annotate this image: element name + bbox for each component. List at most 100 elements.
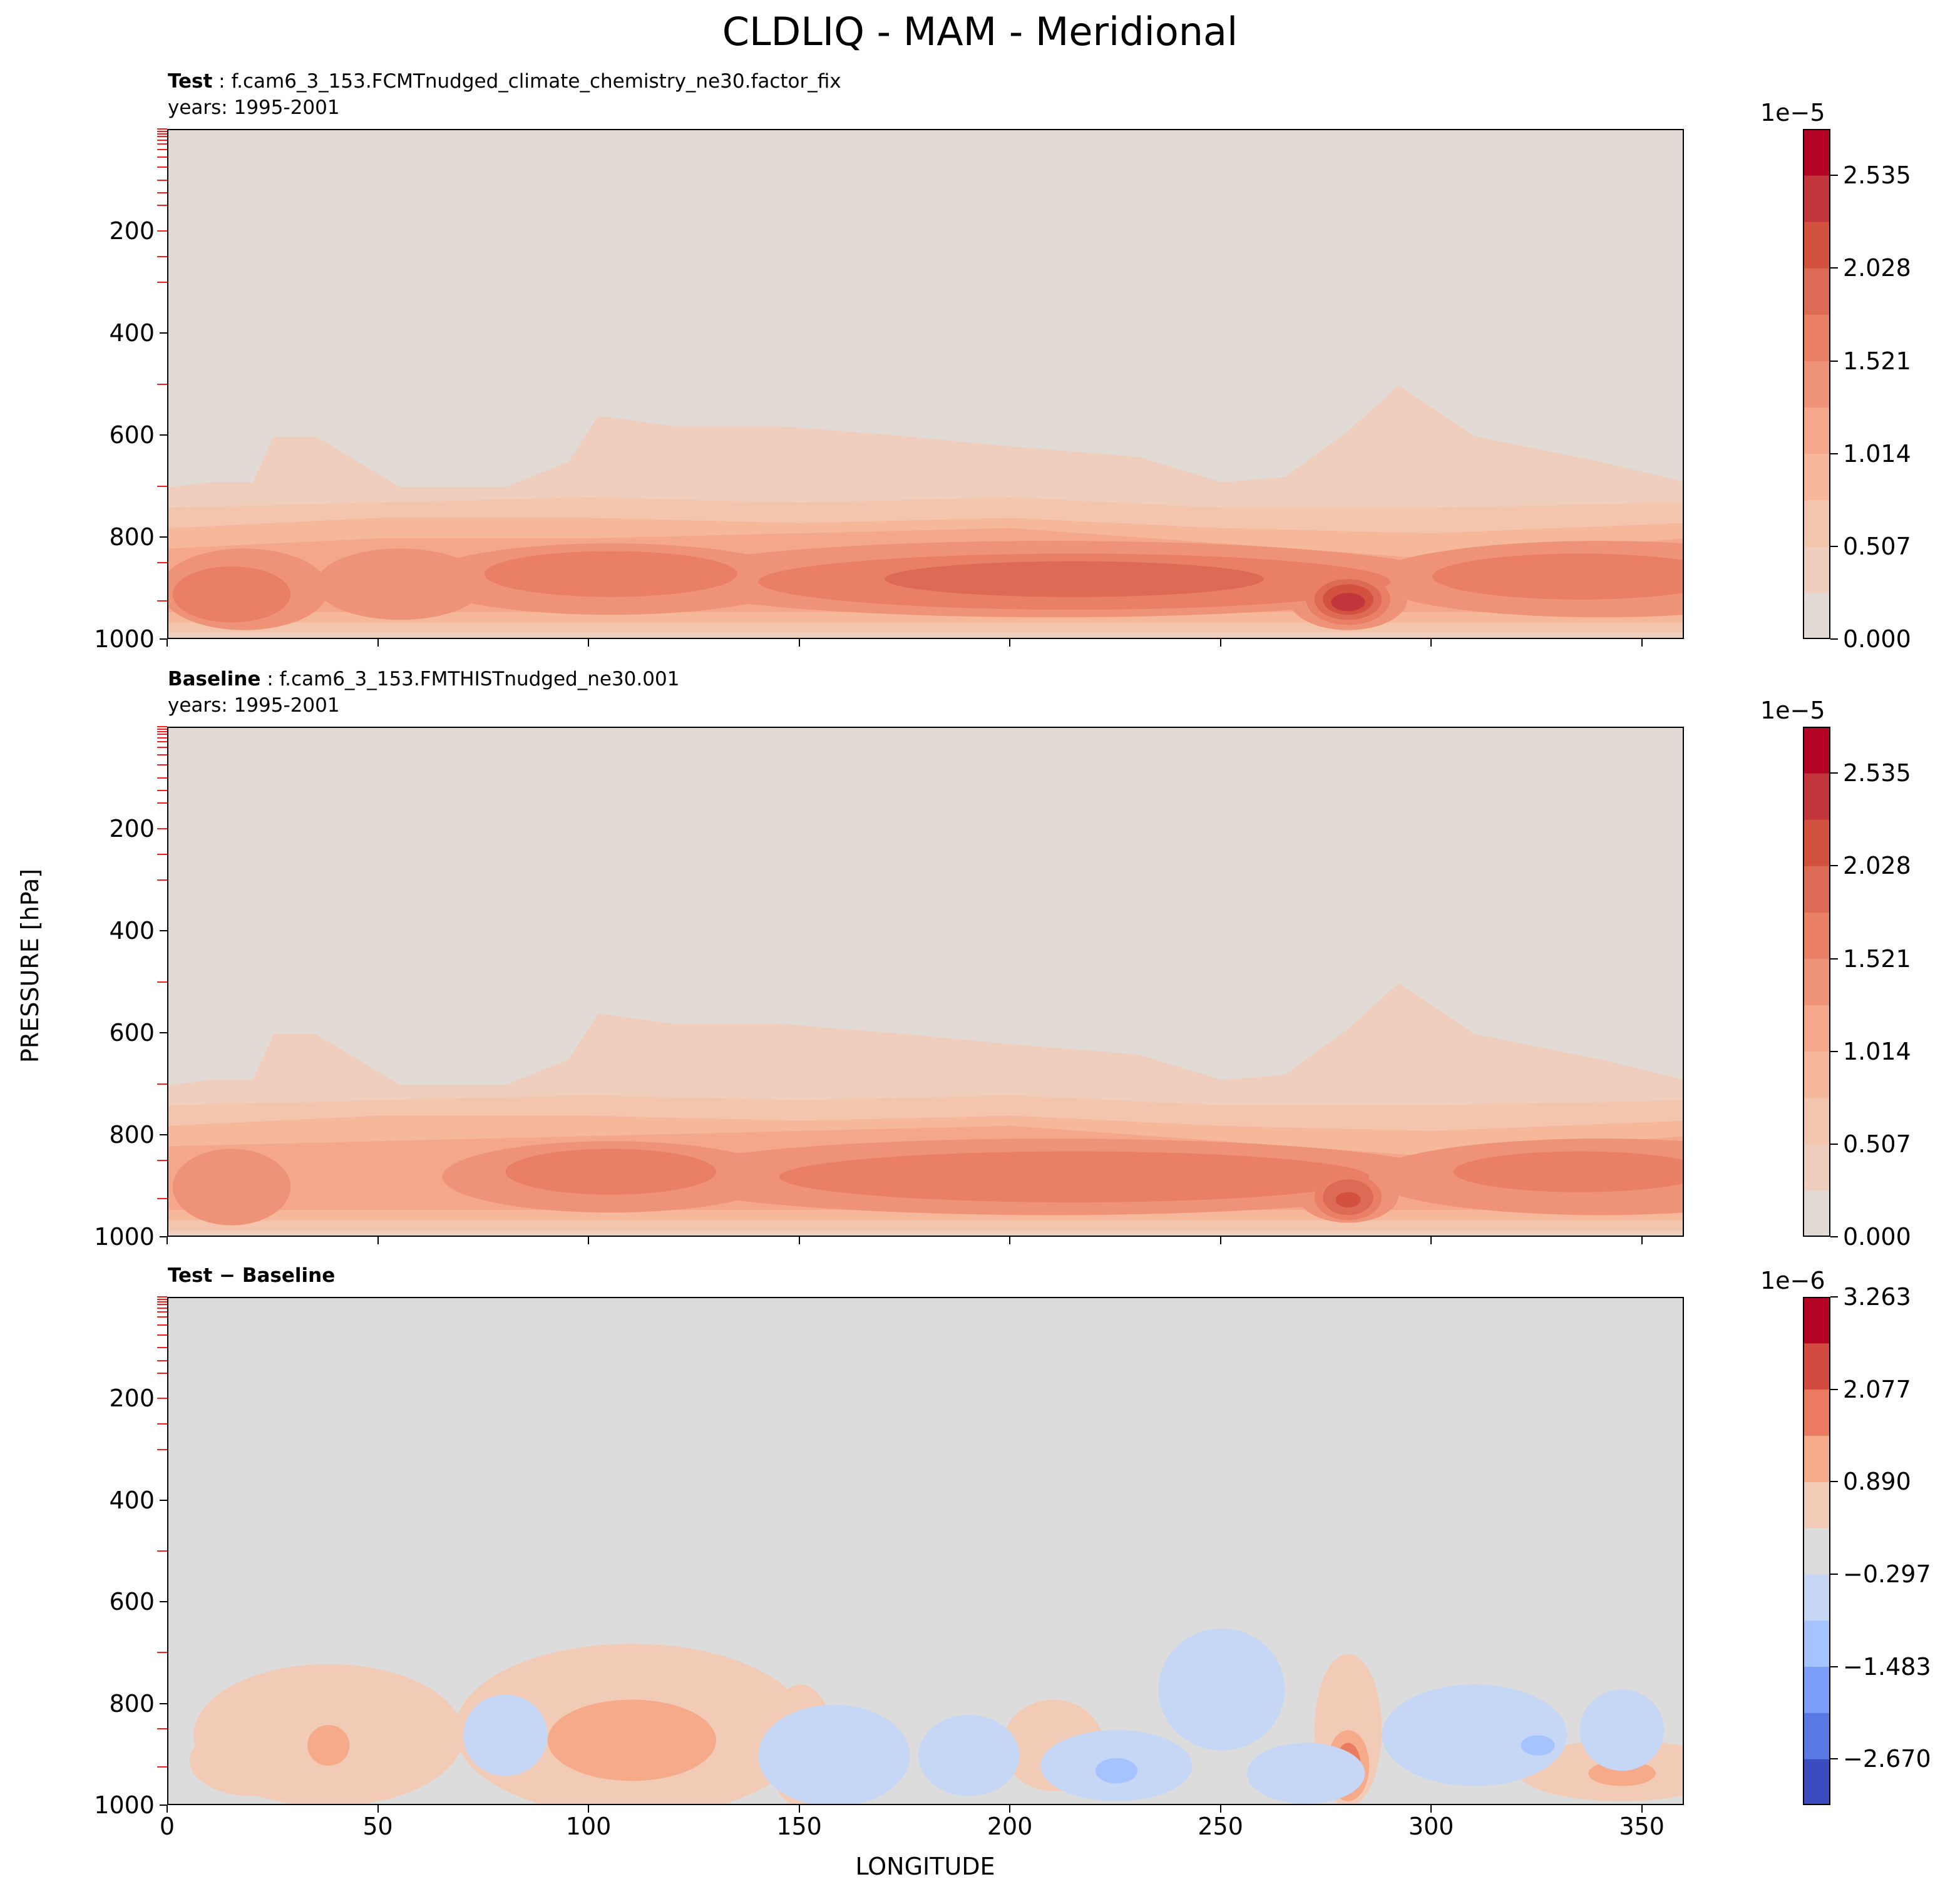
baseline-colorbar-segment [1803, 1005, 1830, 1052]
model-level-tick [157, 1652, 167, 1654]
difference-contour-blob [1579, 1689, 1665, 1771]
colorbar-tick [1830, 1481, 1838, 1483]
model-level-tick [157, 1159, 167, 1161]
test-colorbar-segment [1803, 499, 1830, 547]
model-level-tick [157, 737, 167, 739]
baseline-colorbar-segment [1803, 1190, 1830, 1237]
model-level-tick [157, 139, 167, 141]
difference-colorbar-segment [1803, 1389, 1830, 1436]
y-tick [160, 536, 167, 538]
test-contour-blob [1432, 553, 1683, 600]
colorbar-tick-label: 2.028 [1843, 254, 1911, 282]
difference-contour-blob [1158, 1628, 1285, 1751]
baseline-colorbar-segment [1803, 866, 1830, 913]
model-level-tick [157, 1197, 167, 1199]
difference-colorbar-segment [1803, 1574, 1830, 1621]
colorbar-tick [1830, 1758, 1838, 1760]
y-tick-label: 1000 [94, 625, 155, 653]
x-tick-label: 350 [1619, 1813, 1665, 1840]
model-level-tick [157, 1296, 167, 1298]
difference-contour-blob [547, 1699, 716, 1781]
x-tick [377, 1237, 379, 1244]
baseline-contour-blob [1453, 1151, 1683, 1192]
model-level-tick [157, 148, 167, 150]
baseline-colorbar-segment [1803, 912, 1830, 959]
x-tick [1641, 1805, 1643, 1813]
test-contour-blob [172, 566, 291, 623]
test-colorbar-svg [1803, 129, 1830, 640]
model-level-tick [157, 729, 167, 730]
colorbar-tick [1830, 1573, 1838, 1575]
test-colorbar-segment [1803, 129, 1830, 176]
colorbar-tick-label: −2.670 [1843, 1745, 1931, 1773]
model-level-tick [157, 156, 167, 158]
y-tick-label: 400 [109, 319, 155, 347]
x-tick-label: 300 [1408, 1813, 1454, 1840]
y-tick-label: 200 [109, 1385, 155, 1413]
test-panel-header: Test : f.cam6_3_153.FCMTnudged_climate_c… [168, 69, 841, 94]
y-tick [160, 434, 167, 436]
baseline-label: Baseline : f.cam6_3_153.FMTHISTnudged_ne… [168, 668, 680, 690]
x-tick [1430, 1237, 1432, 1244]
test-contour-plot [167, 129, 1684, 639]
model-level-tick [157, 600, 167, 601]
test-contour-blob [1331, 593, 1365, 612]
x-tick [1430, 1805, 1432, 1813]
baseline-colorbar-segment [1803, 819, 1830, 866]
test-contour-blob [885, 561, 1264, 597]
model-level-tick [157, 741, 167, 743]
difference-contour-blob [1382, 1684, 1567, 1786]
baseline-contour-svg [168, 728, 1683, 1236]
colorbar-tick-label: 2.028 [1843, 852, 1911, 880]
colorbar-tick [1830, 1296, 1838, 1298]
x-axis-label: LONGITUDE [855, 1853, 995, 1880]
model-level-tick [157, 1324, 167, 1326]
difference-label: Test − Baseline [168, 1264, 336, 1287]
model-level-tick [157, 731, 167, 733]
model-level-tick [157, 1299, 167, 1301]
difference-contour-plot [167, 1297, 1684, 1805]
x-tick [1430, 639, 1432, 647]
x-tick [588, 1805, 590, 1813]
baseline-contour-plot [167, 727, 1684, 1237]
model-level-tick [157, 1347, 167, 1349]
model-level-tick [157, 734, 167, 735]
x-tick [798, 639, 800, 647]
difference-colorbar-segment [1803, 1343, 1830, 1390]
model-level-tick [157, 179, 167, 181]
y-tick-label: 600 [109, 421, 155, 449]
test-colorbar-border [1803, 129, 1830, 639]
y-tick [160, 1134, 167, 1135]
colorbar-tick-label: 1.014 [1843, 439, 1911, 468]
y-axis-label: PRESSURE [hPa] [16, 868, 44, 1063]
y-tick-label: 600 [109, 1588, 155, 1616]
y-tick-label: 800 [109, 1689, 155, 1717]
model-level-tick [157, 1398, 167, 1400]
x-tick-label: 50 [362, 1813, 393, 1840]
colorbar-tick [1830, 1388, 1838, 1390]
colorbar-tick [1830, 638, 1838, 640]
colorbar-tick [1830, 1236, 1838, 1237]
colorbar-tick-label: 1.521 [1843, 944, 1911, 973]
colorbar-tick-label: 0.890 [1843, 1468, 1911, 1496]
x-tick [588, 639, 590, 647]
colorbar-tick-label: 3.263 [1843, 1283, 1911, 1311]
model-level-tick [157, 255, 167, 257]
model-level-tick [157, 1550, 167, 1552]
colorbar-tick-label: 0.507 [1843, 532, 1911, 560]
x-tick [1219, 1805, 1221, 1813]
colorbar-tick-label: 0.000 [1843, 1223, 1911, 1251]
difference-colorbar-segment [1803, 1528, 1830, 1575]
model-level-tick [157, 981, 167, 983]
difference-colorbar-segment [1803, 1620, 1830, 1667]
y-tick-label: 400 [109, 1486, 155, 1514]
baseline-colorbar-border [1803, 727, 1830, 1237]
y-tick [160, 1601, 167, 1603]
y-tick [160, 1236, 167, 1237]
test-colorbar [1803, 129, 1830, 640]
y-tick [160, 1804, 167, 1806]
colorbar-tick [1830, 545, 1838, 547]
baseline-contour-blob [779, 1151, 1370, 1202]
baseline-colorbar-segment [1803, 1097, 1830, 1145]
colorbar-tick-label: 0.507 [1843, 1130, 1911, 1158]
